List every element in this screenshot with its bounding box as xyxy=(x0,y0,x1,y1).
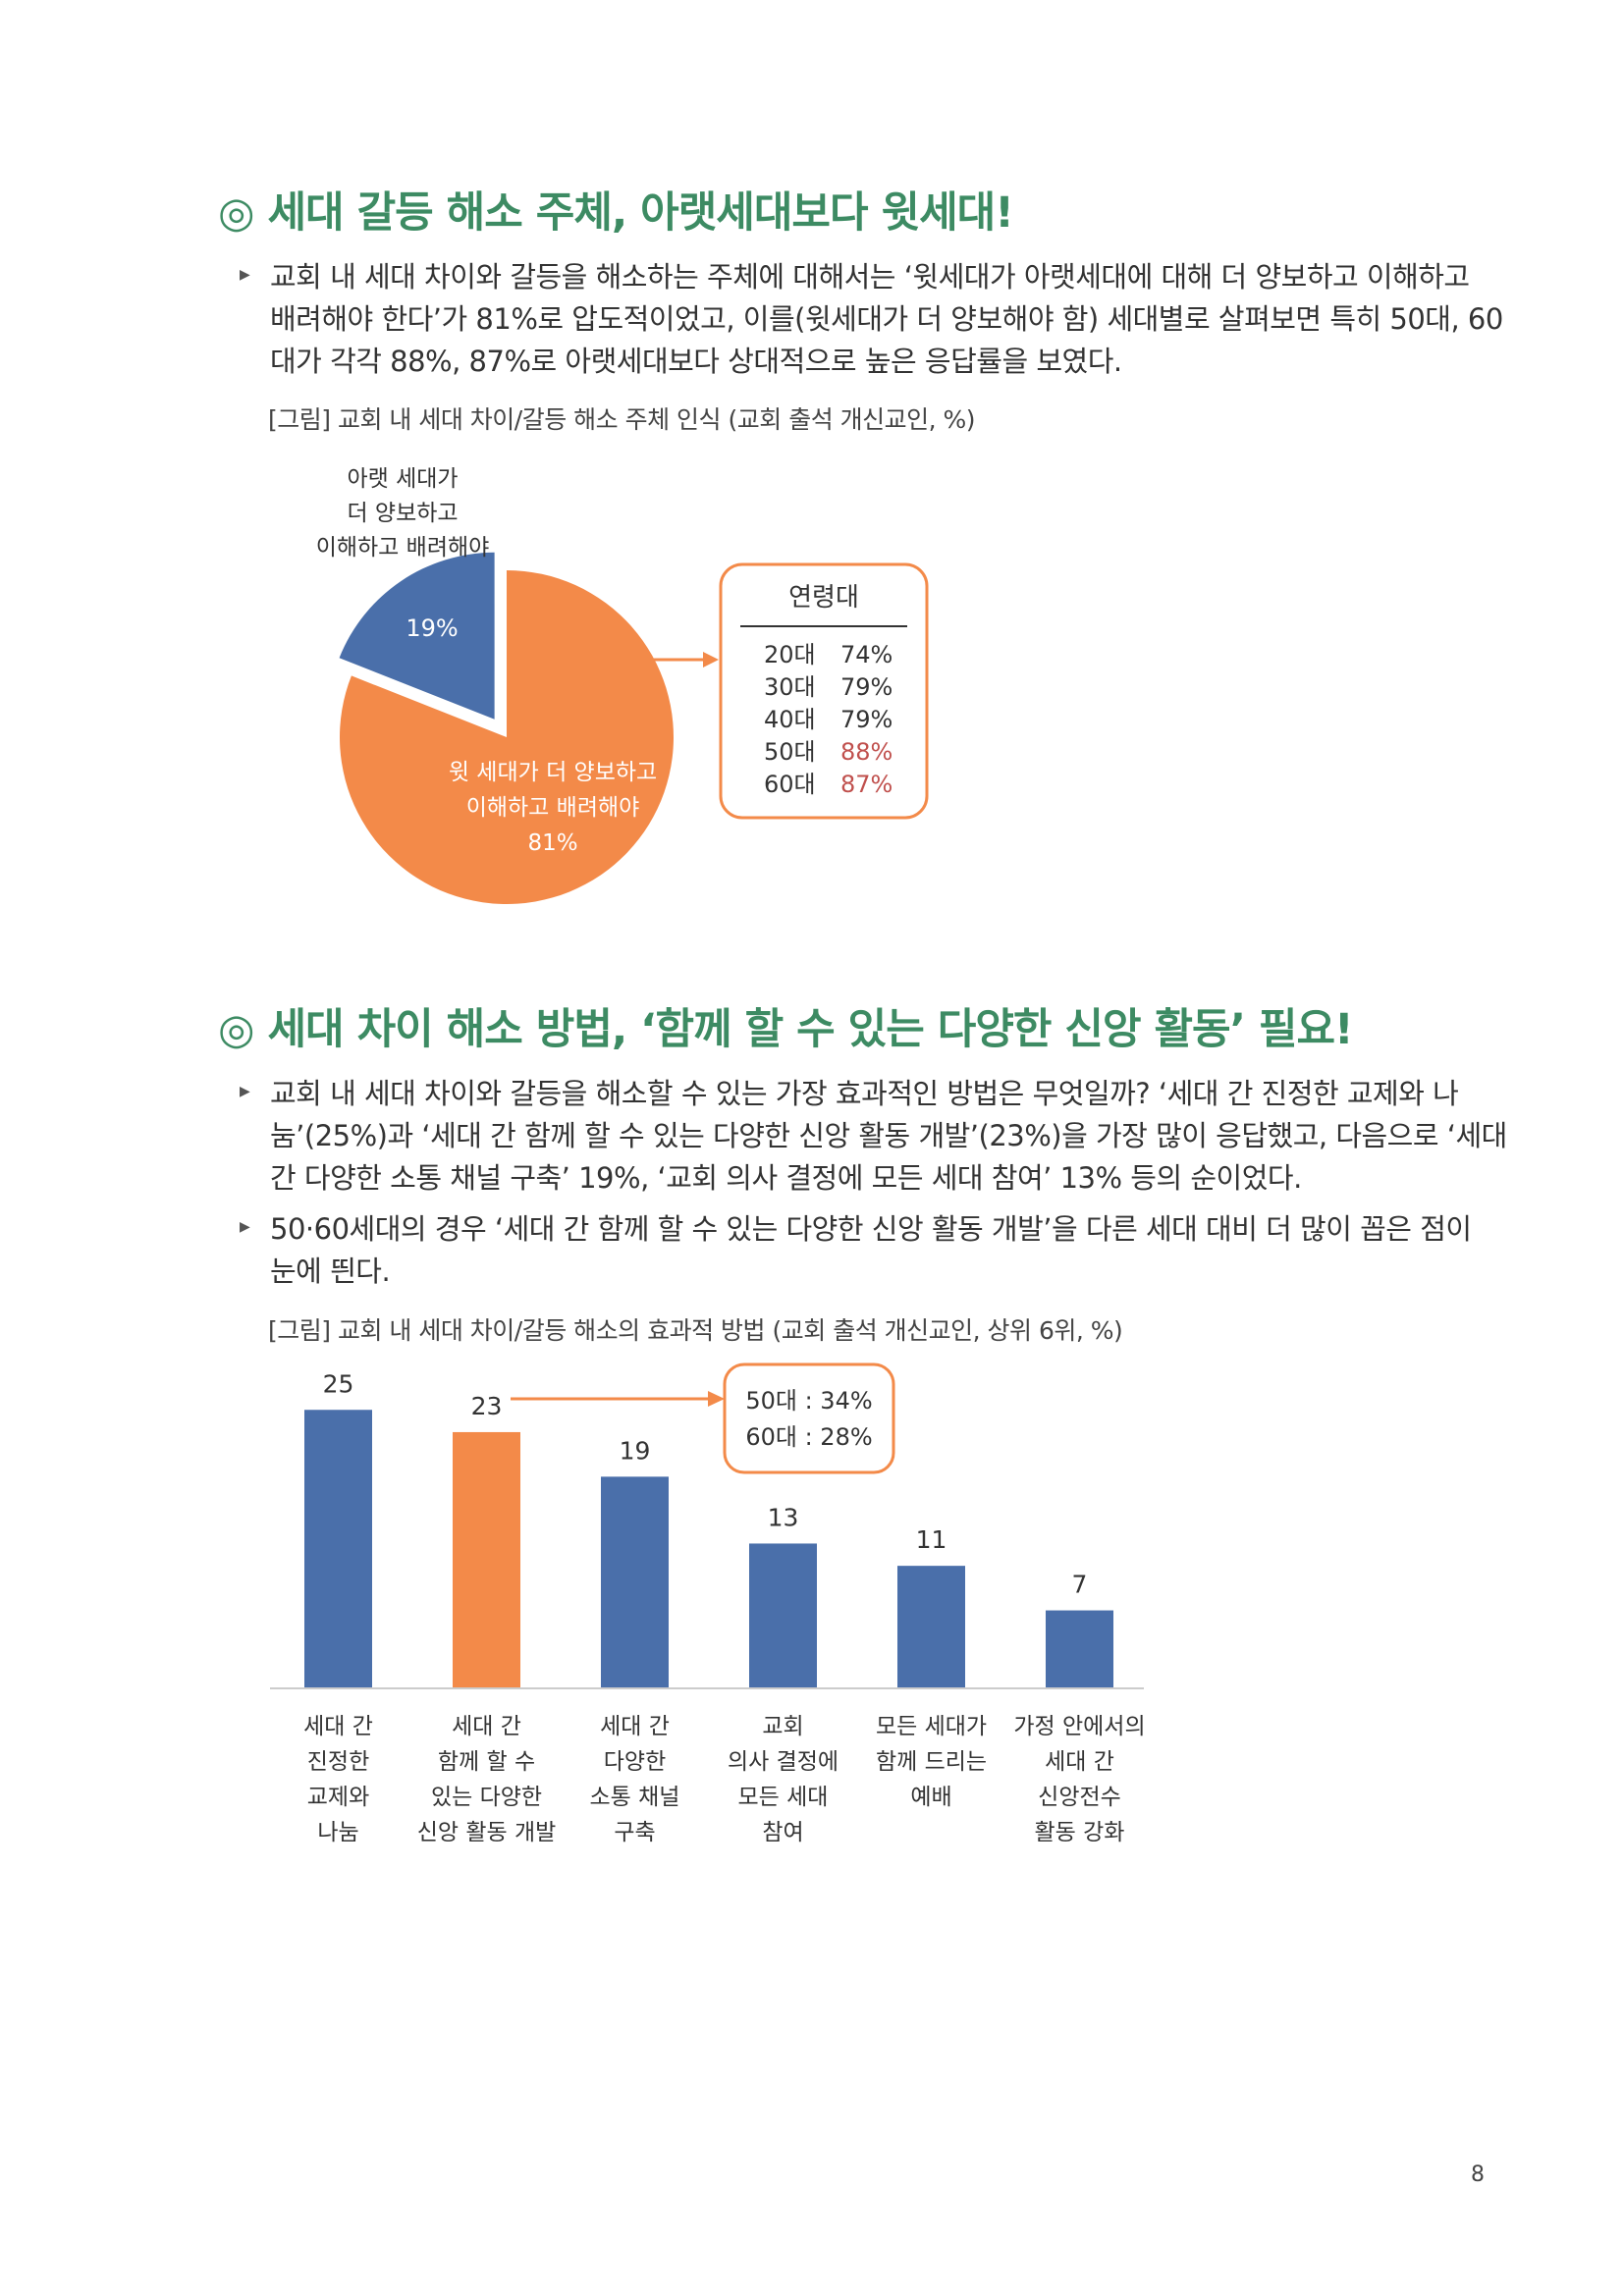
pie-slice-19 xyxy=(339,552,495,720)
pie-callout-age: 20대 xyxy=(764,641,816,668)
paragraph-line: 교회 내 세대 차이와 갈등을 해소하는 주체에 대해서는 ‘윗세대가 아랫세대… xyxy=(270,260,1470,294)
pie-callout-box xyxy=(719,562,929,820)
pie-callout-age: 60대 xyxy=(764,771,816,798)
bar-category-label: 신앙전수 xyxy=(1038,1785,1121,1810)
figure1-caption: [그림] 교회 내 세대 차이/갈등 해소 주체 인식 (교회 출석 개신교인,… xyxy=(268,405,976,434)
pie-callout-value: 74% xyxy=(840,641,893,668)
bar-category-label: 있는 다양한 xyxy=(431,1785,542,1810)
section1-heading: ◎ 세대 갈등 해소 주체, 아랫세대보다 윗세대! xyxy=(218,188,1014,238)
bar-value-label: 25 xyxy=(323,1369,354,1398)
bar-1 xyxy=(304,1410,372,1688)
bullet-marker: ▶ xyxy=(240,1084,250,1099)
bar-category-label: 참여 xyxy=(762,1820,803,1845)
bar-category-label: 교회 xyxy=(762,1714,803,1739)
bar-6 xyxy=(1046,1610,1113,1688)
section2-heading: ◎ 세대 차이 해소 방법, ‘함께 할 수 있는 다양한 신앙 활동’ 필요! xyxy=(218,1005,1354,1054)
bar-value-label: 13 xyxy=(768,1503,799,1531)
bar-category-label: 세대 간 xyxy=(600,1714,670,1739)
pie-label-big-line2: 이해하고 배려해야 xyxy=(466,795,640,821)
paragraph-line: 배려해야 한다’가 81%로 압도적이었고, 이를(윗세대가 더 양보해야 함)… xyxy=(270,302,1503,336)
bar-callout-line2: 60대 : 28% xyxy=(745,1423,872,1451)
pie-callout-arrow-head xyxy=(703,652,719,667)
bar-value-label: 7 xyxy=(1072,1571,1088,1599)
pie-callout-value: 87% xyxy=(840,771,893,798)
pie-callout-value: 88% xyxy=(840,738,893,766)
pie-callout-value: 79% xyxy=(840,673,893,701)
pie-callout-value: 79% xyxy=(840,706,893,733)
bar-value-label: 11 xyxy=(916,1525,947,1554)
pie-label-small-line2: 더 양보하고 xyxy=(347,501,458,526)
bar-5 xyxy=(897,1566,965,1688)
bar-category-label: 활동 강화 xyxy=(1035,1820,1125,1845)
pie-value-big: 81% xyxy=(527,830,577,856)
bar-category-label: 소통 채널 xyxy=(590,1785,680,1810)
pie-chart-figure: 아랫 세대가 더 양보하고 이해하고 배려해야 19% 윗 세대가 더 양보하고… xyxy=(316,466,929,905)
bar-category-label: 세대 간 xyxy=(1045,1749,1114,1775)
bar-category-label: 세대 간 xyxy=(452,1714,521,1739)
bar-category-label: 모든 세대가 xyxy=(876,1714,987,1739)
bar-category-label: 함께 드리는 xyxy=(876,1749,987,1775)
bar-category-label: 다양한 xyxy=(604,1749,666,1775)
bar-2 xyxy=(453,1431,520,1688)
bar-value-label: 23 xyxy=(471,1392,503,1420)
bar-category-label: 세대 간 xyxy=(303,1714,373,1739)
bar-category-label: 구축 xyxy=(614,1820,655,1845)
pie-callout-rows: 20대 74% 30대 79% 40대 79% 50대 88% 60대 87% xyxy=(764,641,893,798)
bar-callout-line1: 50대 : 34% xyxy=(745,1387,872,1415)
pie-callout-title: 연령대 xyxy=(788,583,859,613)
bar-category-label: 의사 결정에 xyxy=(728,1749,839,1775)
bar-category-label: 교제와 xyxy=(307,1785,369,1810)
pie-callout-age: 40대 xyxy=(764,706,816,733)
pie-callout-age: 50대 xyxy=(764,738,816,766)
pie-label-small-line1: 아랫 세대가 xyxy=(347,466,458,492)
bar-3 xyxy=(601,1476,669,1688)
section1-paragraph: 교회 내 세대 차이와 갈등을 해소하는 주체에 대해서는 ‘윗세대가 아랫세대… xyxy=(270,256,1503,383)
page-number: 8 xyxy=(1471,2163,1485,2187)
bullet-marker: ▶ xyxy=(240,1219,250,1235)
section2-paragraph1: 교회 내 세대 차이와 갈등을 해소할 수 있는 가장 효과적인 방법은 무엇일… xyxy=(270,1073,1507,1200)
bullet-marker: ▶ xyxy=(240,267,250,283)
bar-category-label: 진정한 xyxy=(307,1749,369,1775)
paragraph-line: 눈에 띈다. xyxy=(270,1255,391,1288)
bar-category-label: 나눔 xyxy=(317,1820,358,1845)
bar-callout-arrow-head xyxy=(708,1391,725,1407)
paragraph-line: 50·60세대의 경우 ‘세대 간 함께 할 수 있는 다양한 신앙 활동 개발… xyxy=(270,1212,1472,1246)
bar-category-label: 함께 할 수 xyxy=(438,1749,535,1775)
pie-label-big-line1: 윗 세대가 더 양보하고 xyxy=(449,760,657,785)
pie-value-small: 19% xyxy=(406,614,458,642)
paragraph-line: 간 다양한 소통 채널 구축’ 19%, ‘교회 의사 결정에 모든 세대 참여… xyxy=(270,1161,1302,1195)
pie-label-small-line3: 이해하고 배려해야 xyxy=(316,535,490,561)
bar-value-label: 19 xyxy=(620,1436,651,1465)
bar-category-label: 가정 안에서의 xyxy=(1013,1714,1145,1739)
paragraph-line: 눔’(25%)과 ‘세대 간 함께 할 수 있는 다양한 신앙 활동 개발’(2… xyxy=(270,1119,1507,1152)
figure2-caption: [그림] 교회 내 세대 차이/갈등 해소의 효과적 방법 (교회 출석 개신교… xyxy=(268,1316,1123,1345)
bar-4 xyxy=(749,1543,817,1688)
bar-callout-box xyxy=(723,1362,895,1474)
section2-paragraph2: 50·60세대의 경우 ‘세대 간 함께 할 수 있는 다양한 신앙 활동 개발… xyxy=(270,1208,1488,1293)
bar-category-label: 예배 xyxy=(910,1785,951,1810)
pie-callout-age: 30대 xyxy=(764,673,816,701)
bar-category-label: 신앙 활동 개발 xyxy=(417,1820,557,1845)
paragraph-line: 대가 각각 88%, 87%로 아랫세대보다 상대적으로 높은 응답률을 보였다… xyxy=(270,345,1122,378)
bar-category-label: 모든 세대 xyxy=(738,1785,829,1810)
paragraph-line: 교회 내 세대 차이와 갈등을 해소할 수 있는 가장 효과적인 방법은 무엇일… xyxy=(270,1077,1459,1110)
pie-slice-81 xyxy=(339,570,674,905)
